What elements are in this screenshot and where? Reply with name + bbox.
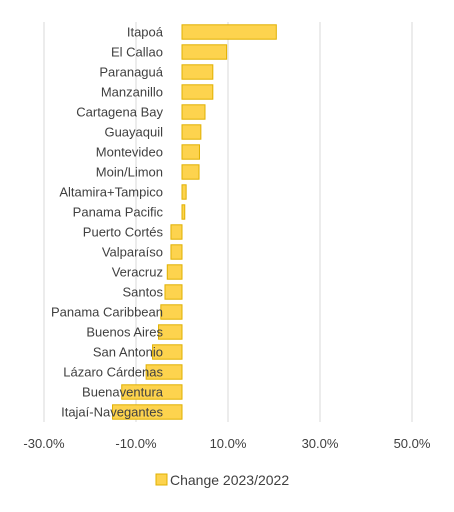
- bar: [181, 124, 202, 140]
- x-tick-labels: -30.0% -10.0% 10.0% 30.0% 50.0%: [23, 436, 430, 451]
- bar: [181, 44, 228, 60]
- bar: [170, 224, 183, 240]
- category-label: Guayaquil: [104, 125, 163, 140]
- bar: [181, 144, 200, 160]
- category-label: Altamira+Tampico: [59, 185, 163, 200]
- x-tick-label: -10.0%: [115, 436, 157, 451]
- category-label: Puerto Cortés: [83, 225, 164, 240]
- bar: [181, 184, 187, 200]
- category-label: Veracruz: [112, 265, 163, 280]
- legend-label: Change 2023/2022: [170, 472, 289, 488]
- bar: [112, 404, 183, 420]
- bar: [166, 264, 183, 280]
- x-tick-label: 50.0%: [394, 436, 431, 451]
- bar: [152, 344, 183, 360]
- category-label: Montevideo: [96, 145, 163, 160]
- bars: [112, 24, 277, 420]
- category-label: Cartagena Bay: [76, 105, 163, 120]
- category-label: Manzanillo: [101, 85, 163, 100]
- bar: [164, 284, 183, 300]
- category-label: San Antonio: [93, 345, 163, 360]
- category-label: Itajaí-Navegantes: [61, 405, 163, 420]
- bar: [181, 64, 214, 80]
- bar: [181, 24, 277, 40]
- gridlines: [43, 22, 413, 422]
- category-label: Buenaventura: [82, 385, 164, 400]
- bar: [181, 204, 186, 220]
- category-label: Santos: [123, 285, 164, 300]
- category-label: Moin/Limon: [96, 165, 163, 180]
- bar: [160, 304, 183, 320]
- x-tick-label: 30.0%: [302, 436, 339, 451]
- category-label: Lázaro Cárdenas: [63, 365, 163, 380]
- category-labels: Itapoá El Callao Paranaguá Manzanillo Cartag…: [51, 25, 164, 420]
- legend: Change 2023/2022: [155, 472, 289, 488]
- bar: [181, 164, 200, 180]
- x-tick-label: -30.0%: [23, 436, 65, 451]
- legend-swatch: [155, 473, 168, 486]
- category-label: Itapoá: [127, 25, 164, 40]
- category-label: Panama Caribbean: [51, 305, 163, 320]
- bar: [145, 364, 183, 380]
- x-tick-label: 10.0%: [210, 436, 247, 451]
- bar: [181, 104, 206, 120]
- category-label: Valparaíso: [102, 245, 163, 260]
- category-label: El Callao: [111, 45, 163, 60]
- bar: [158, 324, 183, 340]
- bar: [181, 84, 214, 100]
- bar: [121, 384, 183, 400]
- category-label: Buenos Aires: [86, 325, 163, 340]
- category-label: Paranaguá: [99, 65, 163, 80]
- bar: [170, 244, 183, 260]
- category-label: Panama Pacific: [73, 205, 164, 220]
